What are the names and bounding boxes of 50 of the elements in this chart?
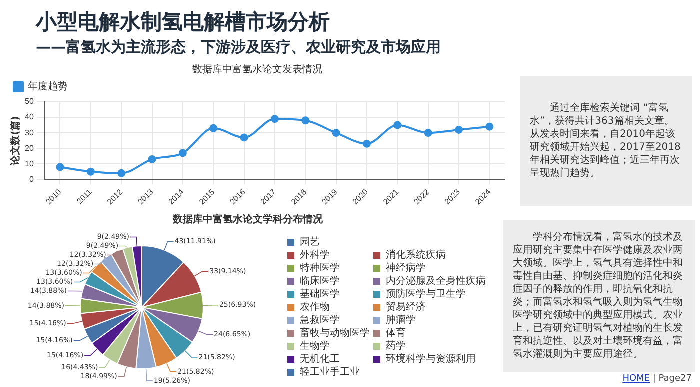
- text: 小型电解水制氢电解槽市场分析: [36, 9, 330, 36]
- point: [178, 149, 187, 158]
- y-tick-label: 10: [24, 159, 34, 168]
- legend-label: 畜牧与动物医学: [300, 327, 370, 340]
- legend-label: 外科学: [300, 249, 330, 262]
- point: [394, 121, 402, 130]
- legend-label: 神经病学: [386, 262, 426, 274]
- legend-label: 临床医学: [300, 275, 340, 288]
- point: [332, 129, 340, 138]
- legend-label: 生物学: [300, 340, 330, 352]
- text: ——富氢水为主流形态，下游涉及医疗、农业研究及市场应用: [36, 38, 441, 57]
- text: 通过全库检索关键词 “富氢水”，获得共计363篇相关文章。从发表时间来看，自2010年起该研究领域开始兴起，2017至2018年相关研究达到峰值；近三年再次呈现热门趋势。: [530, 102, 682, 180]
- legend-label: 园艺: [300, 236, 320, 248]
- legend-label: 基础医学: [300, 288, 340, 300]
- legend-label: 药学: [386, 340, 406, 352]
- legend-label: 特种医学: [300, 262, 340, 274]
- text: HOME | Page27: [622, 374, 692, 384]
- legend-label: 消化系统疾病: [386, 249, 446, 262]
- point: [56, 163, 64, 172]
- text: 学科分布情况看，富氢水的技术及应用研究主要集中在医学健康及农业两大领域。医学上，氢气具有选择性中和毒性自由基、抑制炎症细胞的活化和炎症因子的释放的作用，即抗氧化和抗炎；而富氢水和氢气吸入则为氢气生物医学研究领域中的典型应用模式。农业上，已有研究证明氢气对植物的生长发育和抗逆性、以及对土壤环境有益，富氢水灌溉则为主要应用途径。: [513, 232, 683, 360]
- legend-label: 贸易经济: [386, 301, 426, 314]
- point: [362, 140, 371, 148]
- legend-label: 预防医学与卫生学: [386, 288, 466, 300]
- point: [454, 126, 463, 134]
- point: [210, 124, 218, 132]
- y-tick-label: 30: [24, 128, 34, 138]
- point: [240, 134, 248, 142]
- point: [302, 116, 310, 125]
- legend-label: 无机化工: [300, 353, 340, 366]
- legend-label: 体育: [386, 327, 406, 340]
- y-tick-label: 0: [29, 174, 34, 184]
- point: [86, 168, 95, 176]
- legend-label: 内分泌腺及全身性疾病: [386, 275, 486, 288]
- chart-title: 数据库中富氢水论文学科分布情况: [172, 214, 324, 226]
- y-tick-label: 50: [24, 97, 34, 106]
- point: [424, 129, 432, 138]
- point: [118, 169, 126, 178]
- point: [148, 155, 156, 164]
- point: [486, 122, 494, 131]
- legend-label: 轻工业手工业: [300, 366, 360, 378]
- y-tick-label: 20: [24, 144, 34, 153]
- point: [270, 115, 279, 124]
- legend-label: 农作物: [300, 302, 330, 314]
- legend-label: 急救医学: [299, 314, 340, 326]
- legend-label: 肿瘤学: [386, 314, 416, 326]
- y-axis-title: 论文数(篇): [10, 116, 22, 166]
- legend-label: 年度趋势: [28, 80, 68, 93]
- y-tick-label: 40: [24, 112, 34, 122]
- chart-title: 数据库中富氢水论文发表情况: [192, 64, 322, 76]
- legend-label: 环境科学与资源利用: [386, 353, 476, 366]
